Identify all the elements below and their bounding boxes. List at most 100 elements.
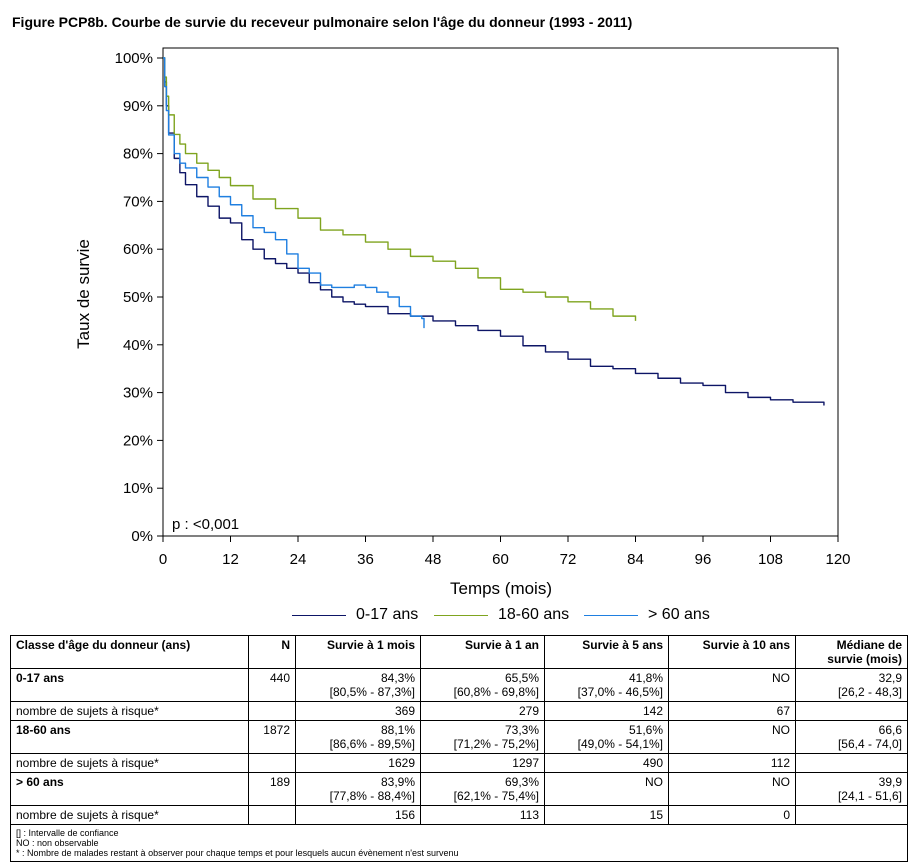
value: 73,3% <box>504 723 539 737</box>
y-tick-label: 30% <box>123 385 153 402</box>
cell-median: 32,9 [26,2 - 48,3] <box>795 668 908 702</box>
confidence-interval: [49,0% - 54,1%] <box>577 737 663 751</box>
series-line-0-17 <box>163 57 825 406</box>
y-axis: 0% 10% 20% 30% 40% 50% 60% 70% 80% 90% 100% <box>115 50 163 545</box>
risk-label: nombre de sujets à risque* <box>10 805 249 825</box>
legend-swatch-0-17 <box>292 614 346 616</box>
risk-1-year: 279 <box>420 701 545 721</box>
x-axis: 0 12 24 36 48 60 72 84 96 108 120 <box>159 536 851 568</box>
confidence-interval: [77,8% - 88,4%] <box>329 789 415 803</box>
risk-1-month: 1629 <box>295 753 421 773</box>
y-tick-label: 70% <box>123 193 153 210</box>
x-tick-label: 60 <box>492 551 509 568</box>
legend-swatch-60-plus <box>584 614 638 616</box>
footnotes: [] : Intervalle de confiance NO : non ob… <box>10 824 908 862</box>
risk-empty <box>248 805 296 825</box>
risk-5-years: 142 <box>544 701 669 721</box>
header-survival-1-year: Survie à 1 an <box>420 635 545 669</box>
table-row-risk-18-60: nombre de sujets à risque* 1629 1297 490… <box>10 753 908 773</box>
risk-5-years: 15 <box>544 805 669 825</box>
x-tick-label: 36 <box>357 551 374 568</box>
group-n: 440 <box>248 668 296 702</box>
y-tick-label: 90% <box>123 98 153 115</box>
risk-empty <box>248 701 296 721</box>
legend-item-0-17: 0-17 ans <box>292 603 418 627</box>
value: NO <box>645 775 663 789</box>
table-row-60-plus: > 60 ans 189 83,9% [77,8% - 88,4%] 69,3%[… <box>10 772 908 806</box>
y-tick-label: 80% <box>123 146 153 163</box>
group-label: 0-17 ans <box>10 668 249 702</box>
value: 41,8% <box>628 671 663 685</box>
plot-frame <box>162 47 839 537</box>
table-row-risk-60-plus: nombre de sujets à risque* 156 113 15 0 <box>10 805 908 825</box>
value: 39,9 <box>878 775 902 789</box>
cell-5-years: NO <box>544 772 669 806</box>
table-row-risk-0-17: nombre de sujets à risque* 369 279 142 6… <box>10 701 908 721</box>
confidence-interval: [24,1 - 51,6] <box>837 789 902 803</box>
series-lines <box>163 57 825 406</box>
group-n: 189 <box>248 772 296 806</box>
y-tick-label: 40% <box>123 337 153 354</box>
x-tick-label: 120 <box>825 551 850 568</box>
value: 84,3% <box>380 671 415 685</box>
value: 69,3% <box>504 775 539 789</box>
table-row-18-60: 18-60 ans 1872 88,1% [86,6% - 89,5%] 73,3… <box>10 720 908 754</box>
y-tick-label: 20% <box>123 432 153 449</box>
cell-10-years: NO <box>668 668 796 702</box>
group-n: 1872 <box>248 720 296 754</box>
value: NO <box>772 775 790 789</box>
confidence-interval: [37,0% - 46,5%] <box>577 685 663 699</box>
value: NO <box>772 723 790 737</box>
header-n: N <box>248 635 296 669</box>
confidence-interval: [56,4 - 74,0] <box>837 737 902 751</box>
legend-item-60-plus: > 60 ans <box>584 603 710 627</box>
risk-median-empty <box>795 701 908 721</box>
cell-10-years: NO <box>668 720 796 754</box>
legend-label-18-60: 18-60 ans <box>498 606 570 623</box>
y-tick-label: 100% <box>115 50 153 67</box>
confidence-interval: [71,2% - 75,2%] <box>453 737 539 751</box>
x-axis-label: Temps (mois) <box>450 579 552 598</box>
confidence-interval: [62,1% - 75,4%] <box>453 789 539 803</box>
value: 32,9 <box>878 671 902 685</box>
table-row-0-17: 0-17 ans 440 84,3% [80,5% - 87,3%] 65,5%[… <box>10 668 908 702</box>
cell-10-years: NO <box>668 772 796 806</box>
cell-5-years: 41,8% [37,0% - 46,5%] <box>544 668 669 702</box>
x-tick-label: 72 <box>560 551 577 568</box>
footnote-no: NO : non observable <box>16 838 99 848</box>
risk-median-empty <box>795 805 908 825</box>
cell-1-month: 83,9% [77,8% - 88,4%] <box>295 772 421 806</box>
risk-5-years: 490 <box>544 753 669 773</box>
risk-1-year: 1297 <box>420 753 545 773</box>
cell-1-year: 65,5% [60,8% - 69,8%] <box>420 668 545 702</box>
table-footnotes-row: [] : Intervalle de confiance NO : non ob… <box>10 824 908 862</box>
risk-label: nombre de sujets à risque* <box>10 753 249 773</box>
header-survival-1-month: Survie à 1 mois <box>295 635 421 669</box>
value: NO <box>772 671 790 685</box>
legend-label-60-plus: > 60 ans <box>648 606 710 623</box>
footnote-ci: [] : Intervalle de confiance <box>16 828 119 838</box>
x-tick-label: 12 <box>222 551 239 568</box>
header-median-survival: Médiane de survie (mois) <box>795 635 908 669</box>
x-tick-label: 24 <box>290 551 307 568</box>
series-line-18-60 <box>163 57 637 321</box>
y-tick-label: 50% <box>123 289 153 306</box>
risk-1-month: 369 <box>295 701 421 721</box>
cell-1-year: 69,3% [62,1% - 75,4%] <box>420 772 545 806</box>
value: 88,1% <box>380 723 415 737</box>
header-survival-10-years: Survie à 10 ans <box>668 635 796 669</box>
header-age-class: Classe d'âge du donneur (ans) <box>10 635 249 669</box>
survival-table: Classe d'âge du donneur (ans) N Survie à… <box>10 635 908 862</box>
cell-1-month: 88,1% [86,6% - 89,5%] <box>295 720 421 754</box>
risk-1-month: 156 <box>295 805 421 825</box>
figure-title: Figure PCP8b. Courbe de survie du receve… <box>12 14 633 30</box>
legend: 0-17 ans 18-60 ans > 60 ans <box>0 603 914 627</box>
table-header-row: Classe d'âge du donneur (ans) N Survie à… <box>10 635 908 669</box>
risk-1-year: 113 <box>420 805 545 825</box>
confidence-interval: [86,6% - 89,5%] <box>329 737 415 751</box>
risk-10-years: 67 <box>668 701 796 721</box>
confidence-interval: [26,2 - 48,3] <box>837 685 902 699</box>
x-tick-label: 0 <box>159 551 167 568</box>
risk-label: nombre de sujets à risque* <box>10 701 249 721</box>
survival-chart: 0% 10% 20% 30% 40% 50% 60% 70% 80% 90% 100% 0 12 24 3… <box>74 47 851 598</box>
